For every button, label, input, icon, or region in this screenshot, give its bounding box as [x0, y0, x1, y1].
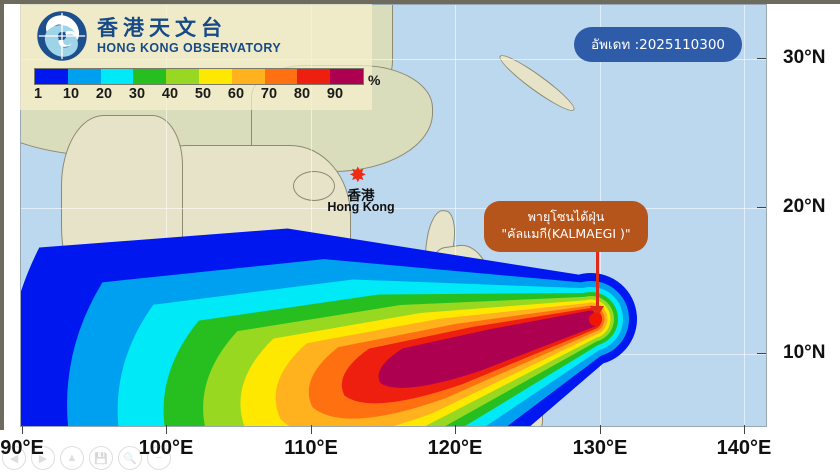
x-label-130°E: 130°E [572, 437, 628, 459]
update-timestamp-badge: อัพเดท :2025110300 [574, 27, 743, 62]
colorbar-tick-50: 50 [194, 86, 212, 102]
colorbar-tick-70: 70 [260, 86, 278, 102]
x-tick-90°E [22, 425, 23, 434]
colorbar-band-1 [35, 69, 68, 84]
y-tick-30°N [757, 58, 766, 59]
colorbar-tick-80: 80 [293, 86, 311, 102]
x-tick-130°E [600, 425, 601, 434]
gridline-lon-140 [744, 5, 745, 426]
storm-callout-line2: "คัลแมกี(KALMAEGI )" [501, 225, 631, 241]
x-label-110°E: 110°E [284, 437, 338, 459]
probability-colorbar: 1 10 20 30 40 50 60 70 80 90 [34, 68, 364, 105]
gridline-lat-30 [21, 59, 766, 60]
save-icon: 💾 [89, 446, 113, 470]
colorbar-band-80 [297, 69, 331, 84]
colorbar-band-10 [67, 69, 101, 84]
up-icon: ▲ [60, 446, 84, 470]
x-label-120°E: 120°E [427, 437, 483, 459]
hong-kong-star-icon: ✸ [349, 164, 367, 187]
colorbar-band-90 [330, 69, 363, 84]
back-icon: ◀ [2, 446, 26, 470]
colorbar-band-70 [264, 69, 298, 84]
gridline-lat-20 [21, 208, 766, 209]
gridline-lon-100 [166, 5, 167, 426]
storm-center-marker [589, 313, 602, 326]
window-left-border [0, 0, 4, 430]
y-label-10°N: 10°N [783, 342, 826, 363]
y-label-20°N: 20°N [783, 196, 826, 217]
hong-kong-label-cn: 香港 [347, 188, 375, 204]
contour-band-90 [378, 310, 600, 388]
x-label-140°E: 140°E [716, 437, 772, 459]
landmass-hainan [293, 171, 335, 201]
logo-title-en: HONG KONG OBSERVATORY [97, 40, 282, 55]
window-top-border [0, 0, 840, 4]
colorbar-tick-labels: 1 10 20 30 40 50 60 70 80 90 [34, 85, 364, 105]
x-tick-140°E [744, 425, 745, 434]
colorbar-tick-30: 30 [128, 86, 146, 102]
colorbar-tick-40: 40 [161, 86, 179, 102]
y-tick-10°N [757, 353, 766, 354]
viewer-toolbar-watermark: ◀ ▶ ▲ 💾 🔍 − [2, 446, 171, 470]
colorbar-tick-60: 60 [227, 86, 245, 102]
colorbar-band-60 [231, 69, 265, 84]
legend-panel: 香港天文台 HONG KONG OBSERVATORY 1 10 20 30 40 50 6… [20, 4, 380, 110]
colorbar-tick-90: 90 [326, 86, 344, 102]
strike-probability-plume [21, 228, 637, 426]
colorbar-band-30 [133, 69, 167, 84]
hko-swirl-logo-icon [37, 11, 87, 61]
storm-name-callout: พายุโซนได้ฝุ่น "คัลแมกี(KALMAEGI )" [484, 201, 648, 252]
minus-icon: − [147, 446, 171, 470]
hong-kong-label-en: Hong Kong [327, 200, 395, 214]
y-tick-20°N [757, 207, 766, 208]
x-tick-100°E [166, 425, 167, 434]
colorbar-tick-20: 20 [95, 86, 113, 102]
forward-icon: ▶ [31, 446, 55, 470]
y-label-30°N: 30°N [783, 47, 826, 68]
colorbar-tick-10: 10 [62, 86, 80, 102]
colorbar-band-40 [166, 69, 199, 84]
logo-title-cn: 香港天文台 [97, 15, 227, 40]
gridline-lon-120 [455, 5, 456, 426]
zoom-icon: 🔍 [118, 446, 142, 470]
colorbar-band-50 [198, 69, 232, 84]
storm-pointer-line [596, 252, 599, 310]
colorbar-unit-label: % [368, 72, 381, 88]
colorbar-swatches [34, 68, 364, 85]
x-tick-110°E [311, 425, 312, 434]
x-tick-120°E [455, 425, 456, 434]
colorbar-tick-1: 1 [33, 86, 43, 102]
colorbar-band-20 [100, 69, 134, 84]
gridline-lon-110 [311, 5, 312, 426]
storm-callout-line1: พายุโซนได้ฝุ่น [527, 209, 605, 224]
hko-logo: 香港天文台 HONG KONG OBSERVATORY [36, 10, 281, 62]
